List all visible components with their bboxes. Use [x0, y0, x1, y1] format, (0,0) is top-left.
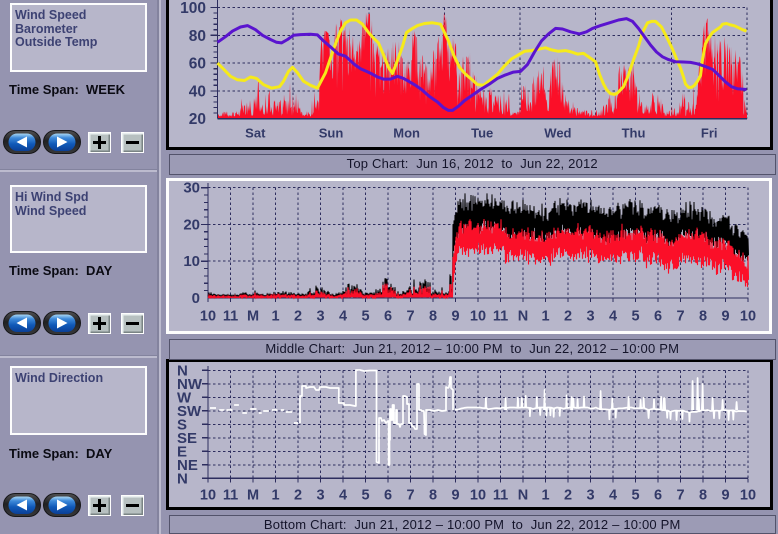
svg-text:11: 11 [223, 309, 238, 325]
svg-text:NW: NW [177, 376, 203, 393]
svg-text:6: 6 [654, 488, 662, 504]
svg-text:9: 9 [451, 488, 459, 504]
svg-text:1: 1 [271, 488, 279, 504]
svg-text:5: 5 [631, 488, 639, 504]
svg-text:N: N [518, 309, 528, 325]
svg-text:N: N [177, 470, 188, 487]
svg-text:1: 1 [271, 309, 279, 325]
svg-text:S: S [177, 416, 187, 433]
svg-text:30: 30 [183, 180, 200, 197]
svg-text:6: 6 [384, 309, 392, 325]
svg-text:20: 20 [188, 111, 205, 128]
svg-text:100: 100 [180, 0, 206, 17]
svg-text:10: 10 [740, 309, 756, 325]
svg-text:6: 6 [654, 309, 662, 325]
svg-text:M: M [247, 488, 259, 504]
svg-text:Tue: Tue [471, 126, 493, 141]
svg-text:60: 60 [188, 56, 205, 73]
svg-text:7: 7 [406, 309, 414, 325]
svg-text:2: 2 [564, 488, 572, 504]
svg-text:3: 3 [586, 309, 594, 325]
svg-text:9: 9 [721, 309, 729, 325]
svg-text:Sun: Sun [318, 126, 343, 141]
svg-text:10: 10 [200, 488, 216, 504]
svg-text:NE: NE [177, 457, 198, 474]
svg-text:3: 3 [586, 488, 594, 504]
svg-text:20: 20 [183, 217, 200, 234]
svg-text:9: 9 [721, 488, 729, 504]
svg-text:1: 1 [541, 488, 549, 504]
svg-text:M: M [247, 309, 259, 325]
svg-text:8: 8 [699, 309, 707, 325]
svg-text:SW: SW [177, 403, 202, 420]
svg-text:1: 1 [541, 309, 549, 325]
svg-text:2: 2 [294, 309, 302, 325]
svg-text:4: 4 [609, 488, 617, 504]
svg-text:3: 3 [316, 488, 324, 504]
svg-text:6: 6 [384, 488, 392, 504]
svg-text:Wed: Wed [544, 126, 571, 141]
svg-text:8: 8 [429, 488, 437, 504]
svg-text:SE: SE [177, 430, 197, 447]
svg-text:N: N [518, 488, 528, 504]
svg-text:N: N [177, 362, 188, 379]
svg-text:Thu: Thu [621, 126, 645, 141]
svg-text:11: 11 [493, 488, 508, 504]
svg-text:Fri: Fri [700, 126, 717, 141]
svg-text:2: 2 [294, 488, 302, 504]
svg-text:4: 4 [339, 488, 347, 504]
svg-text:7: 7 [676, 309, 684, 325]
svg-text:Sat: Sat [245, 126, 266, 141]
svg-text:Mon: Mon [393, 126, 420, 141]
svg-text:8: 8 [429, 309, 437, 325]
svg-text:2: 2 [564, 309, 572, 325]
svg-text:4: 4 [339, 309, 347, 325]
svg-text:9: 9 [451, 309, 459, 325]
svg-text:0: 0 [192, 290, 200, 307]
svg-text:11: 11 [223, 488, 238, 504]
svg-text:7: 7 [406, 488, 414, 504]
svg-text:5: 5 [361, 488, 369, 504]
svg-text:10: 10 [200, 309, 216, 325]
svg-text:W: W [177, 389, 192, 406]
svg-text:10: 10 [470, 488, 486, 504]
svg-text:7: 7 [676, 488, 684, 504]
svg-text:40: 40 [188, 83, 205, 100]
svg-text:5: 5 [631, 309, 639, 325]
svg-text:4: 4 [609, 309, 617, 325]
svg-text:5: 5 [361, 309, 369, 325]
svg-text:E: E [177, 443, 187, 460]
svg-text:10: 10 [183, 253, 200, 270]
svg-text:11: 11 [493, 309, 508, 325]
svg-text:10: 10 [740, 488, 756, 504]
svg-text:10: 10 [470, 309, 486, 325]
svg-text:3: 3 [316, 309, 324, 325]
svg-text:80: 80 [188, 28, 205, 45]
svg-text:8: 8 [699, 488, 707, 504]
